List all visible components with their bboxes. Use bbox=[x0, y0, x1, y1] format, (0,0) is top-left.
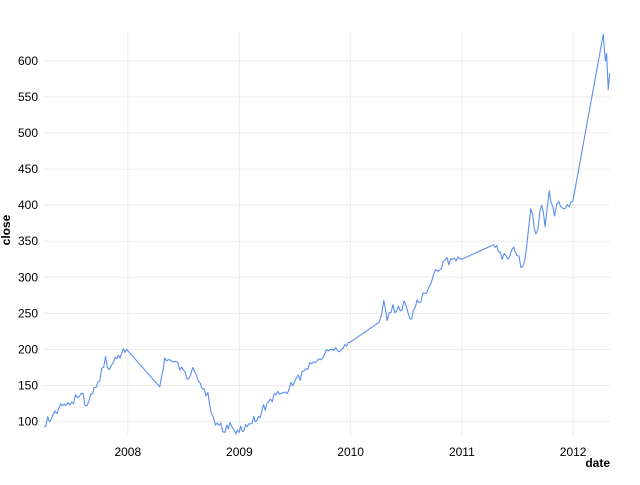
y-tick-label: 600 bbox=[18, 54, 38, 68]
x-tick-label: 2009 bbox=[226, 445, 253, 459]
y-tick-label: 150 bbox=[18, 379, 38, 393]
grid-lines bbox=[44, 32, 610, 436]
y-tick-label: 500 bbox=[18, 126, 38, 140]
y-axis-ticks: 100 150 200 250 300 350 400 450 500 550 600 bbox=[18, 54, 38, 429]
x-axis-ticks: 2008 2009 2010 2011 2012 bbox=[114, 445, 586, 459]
y-tick-label: 100 bbox=[18, 415, 38, 429]
series-lines bbox=[43, 33, 611, 435]
x-tick-label: 2008 bbox=[114, 445, 141, 459]
x-tick-label: 2012 bbox=[560, 445, 587, 459]
close-series-line bbox=[43, 33, 611, 435]
y-tick-label: 300 bbox=[18, 270, 38, 284]
y-tick-label: 400 bbox=[18, 198, 38, 212]
y-tick-label: 200 bbox=[18, 342, 38, 356]
x-tick-label: 2010 bbox=[337, 445, 364, 459]
x-tick-label: 2011 bbox=[449, 445, 475, 459]
y-axis-label: close bbox=[0, 214, 13, 245]
y-tick-label: 550 bbox=[18, 90, 38, 104]
y-tick-label: 350 bbox=[18, 234, 38, 248]
y-tick-label: 250 bbox=[18, 306, 38, 320]
y-tick-label: 450 bbox=[18, 162, 38, 176]
x-axis-label: date bbox=[585, 456, 610, 470]
